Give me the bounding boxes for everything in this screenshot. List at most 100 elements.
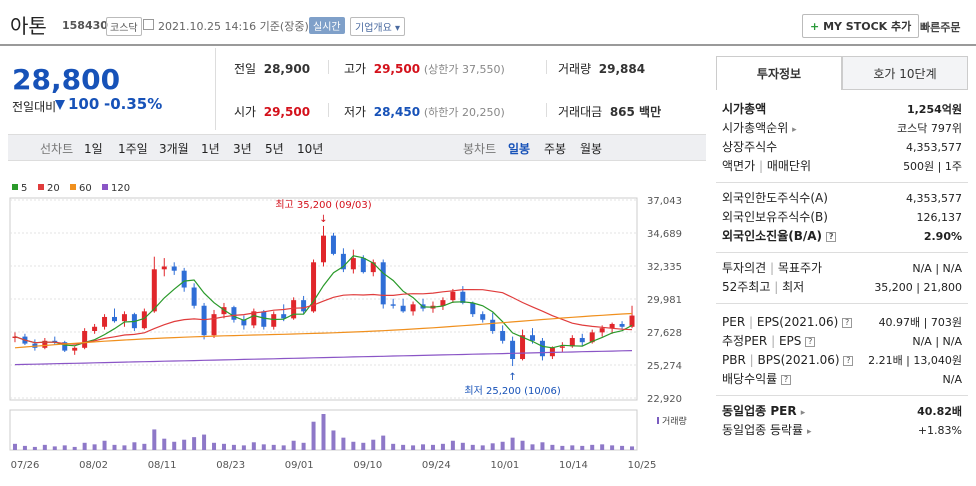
period-10y[interactable]: 10년 [297,142,324,156]
volume: 거래량 29,884 [558,60,645,77]
period-weekly[interactable]: 주봉 [544,142,567,156]
period-daily[interactable]: 일봉 [508,142,531,156]
volume-bar [142,443,147,450]
candle-body [460,291,466,303]
pipe: | [770,261,775,275]
volume-bar [261,444,266,450]
x-tick-label: 09/10 [353,460,382,471]
period-1w[interactable]: 1주일 [118,142,148,156]
volume-bar [391,443,396,450]
candle-body [330,235,336,254]
help-icon[interactable]: ? [781,374,792,385]
label: 시가총액 [722,102,767,116]
calendar-icon [143,19,154,30]
label: 최저 [782,280,805,294]
period-monthly[interactable]: 월봉 [580,142,603,156]
volume-bar [401,444,406,450]
candle-body [161,266,167,270]
info-panel: 투자정보 호가 10단계 시가총액 1,254억원 시가총액순위 ▸ 코스닥 797… [716,56,970,486]
candle-body [201,305,207,336]
label: 외국인소진율(B/A) [722,229,823,243]
volume-label: 거래량 [558,62,592,76]
volume-bar [202,434,207,450]
value: 코스닥 797위 [897,122,962,135]
help-icon[interactable]: ? [805,336,816,347]
realtime-button[interactable]: 실시간 [309,17,345,34]
upper-limit: (상한가 37,550) [423,63,505,76]
volume-bar [430,444,435,450]
lower-limit: (하한가 20,250) [423,106,505,119]
candle-body [42,340,48,348]
period-1y[interactable]: 1년 [201,142,220,156]
help-icon[interactable]: ? [826,231,837,242]
legend-label: 20 [47,183,60,194]
y-tick-label: 29,981 [647,295,682,306]
period-3m[interactable]: 3개월 [159,142,189,156]
low-arrow: ↑ [508,372,516,383]
volume-bar [620,445,625,450]
label: BPS(2021.06) [757,353,840,367]
value: 126,137 [916,211,963,224]
candle-body [400,305,406,312]
diff-label: 전일대비 [12,100,57,114]
divider [716,182,968,183]
prev-value: 28,900 [263,62,311,76]
line-chart-label[interactable]: 선차트 [40,142,74,156]
label: 목표주가 [777,261,823,275]
label: 외국인보유주식수(B) [722,210,828,224]
industry-rate-row: 동일업종 등락률 ▸ +1.83% [722,421,962,440]
volume-bar [132,442,137,450]
down-arrow-icon [55,100,65,110]
label: EPS [778,334,802,348]
candle-body [112,316,117,322]
candle-chart-label[interactable]: 봉차트 [463,142,497,156]
volume-bar [381,435,386,450]
help-icon[interactable]: ? [842,317,853,328]
foreign-limit-row: 외국인한도주식수(A) 4,353,577 [722,189,962,208]
candle-body [410,304,416,312]
add-mystock-button[interactable]: + MY STOCK 추가 [802,14,920,38]
volume-bar [361,442,366,450]
high-value: 29,500 [373,62,421,76]
per-eps-row: PER | EPS(2021.06) ? 40.97배 | 703원 [722,313,962,332]
chevron-right-icon[interactable]: ▸ [792,125,797,135]
par-unit-row: 액면가 | 매매단위 500원 | 1주 [722,157,962,176]
foreign-ratio-row: 외국인소진율(B/A) ? 2.90% [722,227,962,246]
label: 52주최고 [722,280,771,294]
volume-bar [251,442,256,450]
trade-amount: 거래대금 865 백만 [558,103,661,120]
value: 2.90% [923,230,962,243]
stock-name: 아톤 [10,14,47,38]
period-5y[interactable]: 5년 [265,142,284,156]
opinion-row: 투자의견 | 목표주가 N/A | N/A [722,259,962,278]
candle-body [191,287,197,306]
help-icon[interactable]: ? [843,355,854,366]
volume-bar [22,445,27,450]
tab-invest-info[interactable]: 투자정보 [716,56,842,90]
candle-body [539,340,545,357]
moving-average-line-120 [14,350,633,366]
value: 500원 | 1주 [903,160,962,173]
chevron-right-icon[interactable]: ▸ [800,408,806,418]
candle-body [82,330,88,348]
x-tick-label: 08/11 [148,460,177,471]
dividend-row: 배당수익률 ? N/A [722,370,962,389]
divider [328,103,329,117]
chevron-right-icon[interactable]: ▸ [806,427,812,437]
quick-order-button[interactable]: 빠른주문 [920,21,961,34]
volume-bar [42,444,47,450]
period-3y[interactable]: 3년 [233,142,252,156]
candle-body [281,314,287,319]
plus-icon: + [810,20,820,33]
moving-average-line-60 [14,312,633,349]
period-1d[interactable]: 1일 [84,142,103,156]
market-badge: 코스닥 [106,17,142,36]
pipe: | [774,280,779,294]
moving-average-line-5 [14,255,633,349]
tab-orderbook[interactable]: 호가 10단계 [842,56,968,90]
corp-info-dropdown[interactable]: 기업개요 ▾ [350,17,405,36]
high-label: 고가 [344,62,367,76]
value: 4,353,577 [906,141,962,154]
volume-bar [470,444,475,450]
pipe: | [758,159,763,173]
